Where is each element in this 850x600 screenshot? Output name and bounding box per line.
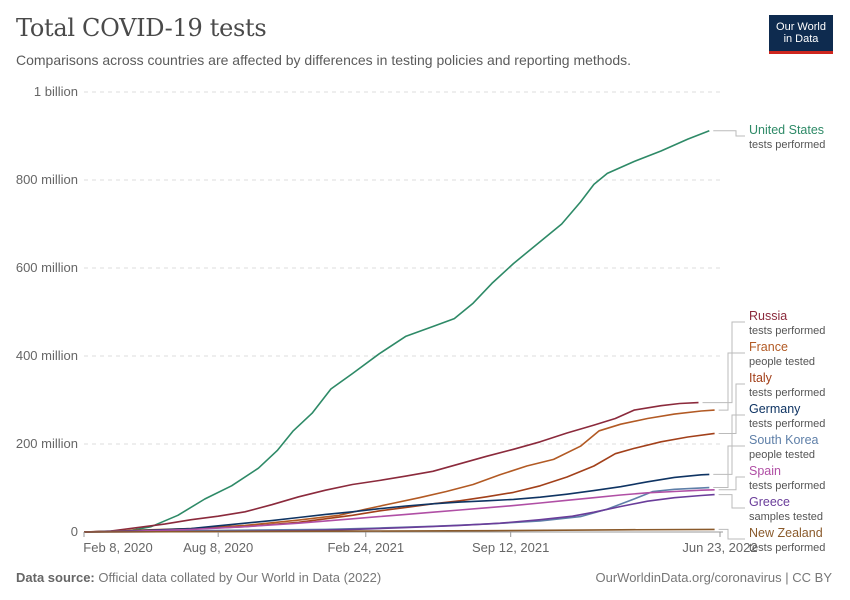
logo-line-1: Our World <box>776 21 826 33</box>
series-line-germany[interactable] <box>83 473 710 533</box>
series-line-new-zealand[interactable] <box>83 528 715 533</box>
x-tick-label-3: Sep 12, 2021 <box>472 540 549 555</box>
y-tick-label-5: 1 billion <box>34 84 78 99</box>
legend-name-6[interactable]: Spain <box>749 464 781 478</box>
legend-connector-1 <box>702 321 745 404</box>
series-line-south-korea[interactable] <box>83 486 710 533</box>
series-line-greece[interactable] <box>83 493 715 533</box>
series-line-spain[interactable] <box>83 489 715 533</box>
legend-metric-4: tests performed <box>749 418 825 430</box>
legend-name-0[interactable]: United States <box>749 123 824 137</box>
legend-metric-7: samples tested <box>749 511 823 523</box>
grid-lines: 0 200 million 400 million 600 million 800 mi… <box>16 84 723 539</box>
legend-name-5[interactable]: South Korea <box>749 433 819 447</box>
legend-connector-8 <box>718 528 745 540</box>
y-tick-label-2: 400 million <box>16 348 78 363</box>
legend-connector-0 <box>713 130 745 137</box>
legend-metric-5: people tested <box>749 449 815 461</box>
data-source-label: Data source: <box>16 570 95 585</box>
legend-metric-6: tests performed <box>749 480 825 492</box>
legend-connector-5 <box>713 445 745 489</box>
logo-line-2: in Data <box>783 33 819 45</box>
legend: United States tests performed Russia tests … <box>702 123 825 554</box>
chart-title: Total COVID-19 tests <box>16 14 267 42</box>
legend-name-1[interactable]: Russia <box>749 309 787 323</box>
data-source-text: Official data collated by Our World in D… <box>98 570 382 585</box>
legend-connector-3 <box>718 383 745 434</box>
legend-name-3[interactable]: Italy <box>749 371 773 385</box>
legend-connector-2 <box>718 352 745 411</box>
legend-name-2[interactable]: France <box>749 340 788 354</box>
owid-logo[interactable]: Our World in Data <box>769 15 833 54</box>
x-tick-label-4: Jun 23, 2022 <box>682 540 757 555</box>
legend-metric-3: tests performed <box>749 387 825 399</box>
x-tick-label-0: Feb 8, 2020 <box>83 540 152 555</box>
legend-name-4[interactable]: Germany <box>749 402 801 416</box>
x-axis: Feb 8, 2020 Aug 8, 2020 Feb 24, 2021 Sep 12… <box>83 532 758 555</box>
series-line-russia[interactable] <box>83 401 699 533</box>
footer-link[interactable]: OurWorldinData.org/coronavirus | CC BY <box>595 570 832 585</box>
series-line-italy[interactable] <box>83 432 715 533</box>
legend-connector-6 <box>718 476 745 491</box>
x-tick-label-2: Feb 24, 2021 <box>327 540 404 555</box>
x-tick-label-1: Aug 8, 2020 <box>183 540 253 555</box>
y-tick-label-1: 200 million <box>16 436 78 451</box>
chart-subtitle: Comparisons across countries are affecte… <box>16 52 632 68</box>
y-tick-label-0: 0 <box>71 524 78 539</box>
legend-connector-4 <box>713 414 745 475</box>
legend-connector-7 <box>718 494 745 509</box>
series-line-france[interactable] <box>83 409 715 533</box>
y-tick-label-3: 600 million <box>16 260 78 275</box>
legend-name-7[interactable]: Greece <box>749 495 790 509</box>
legend-metric-0: tests performed <box>749 139 825 151</box>
legend-metric-8: tests performed <box>749 542 825 554</box>
series-lines <box>83 129 715 533</box>
y-tick-label-4: 800 million <box>16 172 78 187</box>
legend-name-8[interactable]: New Zealand <box>749 526 823 540</box>
data-source: Data source: Official data collated by O… <box>16 570 381 585</box>
legend-metric-2: people tested <box>749 356 815 368</box>
series-line-united-states[interactable] <box>83 129 710 533</box>
legend-metric-1: tests performed <box>749 325 825 337</box>
